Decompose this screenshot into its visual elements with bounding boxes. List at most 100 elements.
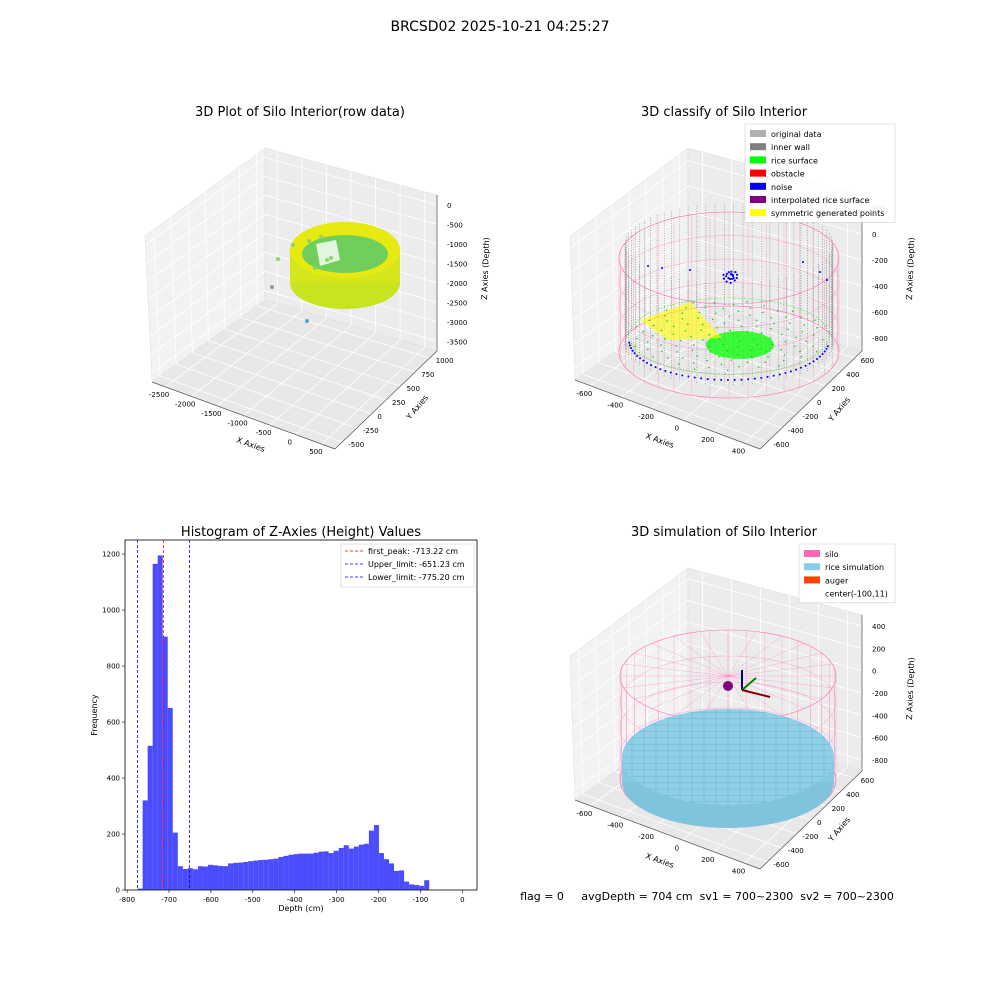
- rice-surface-point: [739, 340, 741, 343]
- rice-surface-point: [784, 340, 787, 343]
- y-axis-line: [334, 350, 438, 450]
- p1-outlier-point: [325, 258, 329, 262]
- histogram-bar: [268, 859, 274, 890]
- noise-point: [664, 369, 667, 372]
- legend-swatch: [750, 169, 766, 177]
- histogram-bar: [288, 854, 294, 890]
- x-tick-label: 500: [309, 448, 322, 456]
- histogram-bar: [233, 862, 239, 890]
- noise-cluster-point: [727, 271, 730, 274]
- p4-zlabel: Z Axies (Depth): [905, 657, 916, 720]
- rice-surface-point: [800, 317, 802, 319]
- noise-stray-point: [647, 265, 649, 267]
- p1-outlier-point: [276, 257, 280, 261]
- silo-roof-spoke: [634, 652, 729, 677]
- noise-point: [642, 359, 645, 362]
- noise-point: [821, 353, 824, 356]
- x-tick-label: 0: [675, 844, 679, 852]
- rice-surface-point: [738, 365, 740, 368]
- panel1-title: 3D Plot of Silo Interior(row data): [195, 105, 405, 120]
- histogram-bar: [373, 825, 379, 890]
- rice-surface-point: [785, 316, 788, 318]
- rice-surface-point: [812, 345, 814, 347]
- histogram-bar: [228, 863, 234, 890]
- silo-roof-spoke: [651, 643, 729, 677]
- rice-surface-point: [736, 353, 739, 356]
- histogram-bar: [338, 848, 344, 890]
- histogram-bar: [419, 885, 425, 890]
- noise-point: [646, 361, 649, 364]
- legend-swatch: [750, 209, 766, 217]
- rice-surface-point: [814, 319, 816, 321]
- legend-swatch: [750, 156, 766, 164]
- x-tick-label: -2500: [149, 391, 169, 399]
- rice-surface-point: [753, 338, 756, 341]
- rice-surface-point: [681, 317, 684, 320]
- rice-surface-point: [714, 312, 717, 315]
- p3-yticks: 0 200 400 600 800 1000 1200: [102, 551, 125, 895]
- noise-point: [628, 344, 631, 347]
- legend-label: original data: [771, 130, 822, 139]
- panel1-3d-raw: -2500-2000-1500-1000-5000500-500-2500250…: [144, 147, 491, 456]
- rice-surface-point: [737, 319, 740, 322]
- rice-surface-point: [701, 323, 704, 326]
- y-tick-label: 0: [817, 399, 821, 407]
- p1-outlier-point: [307, 239, 311, 243]
- legend-label: silo: [825, 550, 839, 559]
- legend-swatch: [750, 143, 766, 151]
- legend-label: auger: [825, 576, 849, 585]
- histogram-bar: [167, 708, 173, 890]
- histogram-bar: [213, 865, 219, 890]
- rice-surface-point: [720, 363, 723, 366]
- rice-surface-point: [805, 340, 807, 343]
- histogram-bar: [162, 636, 168, 890]
- z-tick-label: 400: [872, 623, 885, 631]
- x-tick-label: 400: [732, 447, 745, 455]
- y-tick-label: 0: [817, 819, 821, 827]
- rice-surface-point: [803, 324, 805, 326]
- noise-point: [804, 364, 807, 367]
- x-tick-label: -400: [607, 821, 623, 829]
- y-tick-label: -400: [788, 847, 804, 855]
- noise-cluster-point: [734, 270, 737, 274]
- silo-roof-spoke: [727, 675, 805, 709]
- x-tick-label: -600: [203, 896, 219, 904]
- rice-surface-point: [711, 318, 714, 321]
- rice-surface-point: [684, 330, 687, 332]
- histogram-bar: [157, 555, 163, 890]
- y-tick-label: -200: [802, 413, 818, 421]
- rice-surface-point: [676, 351, 678, 353]
- x-tick-label: -200: [638, 413, 654, 421]
- rice-surface-point: [749, 314, 751, 317]
- z-gridline: [570, 578, 863, 667]
- p2-ylabel: Y Axies: [826, 395, 852, 424]
- noise-point: [630, 347, 633, 350]
- rice-surface-point: [783, 354, 786, 356]
- noise-point: [747, 378, 750, 381]
- rice-surface-point: [799, 350, 801, 353]
- rice-surface-point: [729, 329, 732, 332]
- noise-cluster-point: [732, 276, 735, 280]
- histogram-bar: [283, 855, 289, 890]
- silo-roof-spoke: [651, 675, 729, 709]
- legend-label: Upper_limit: -651.23 cm: [368, 560, 465, 569]
- noise-point: [818, 355, 821, 358]
- rice-surface-point: [692, 362, 695, 364]
- histogram-bar: [177, 866, 183, 890]
- histogram-bar: [223, 866, 229, 890]
- x-tick-label: -500: [256, 429, 272, 437]
- legend-label: rice simulation: [825, 563, 884, 572]
- y-axis-line: [759, 350, 863, 450]
- y-gridline: [578, 649, 768, 863]
- z-tick-label: 0: [872, 668, 876, 676]
- noise-stray-point: [661, 267, 663, 269]
- histogram-bar: [353, 846, 359, 890]
- y-tick-label: -600: [773, 861, 789, 869]
- histogram-bar: [248, 861, 254, 890]
- histogram-bar: [378, 853, 384, 890]
- noise-point: [631, 349, 634, 352]
- rice-surface-point: [702, 339, 704, 341]
- rice-surface-point: [692, 344, 695, 346]
- rice-surface-point: [716, 326, 719, 329]
- x-tick-label: 0: [288, 439, 292, 447]
